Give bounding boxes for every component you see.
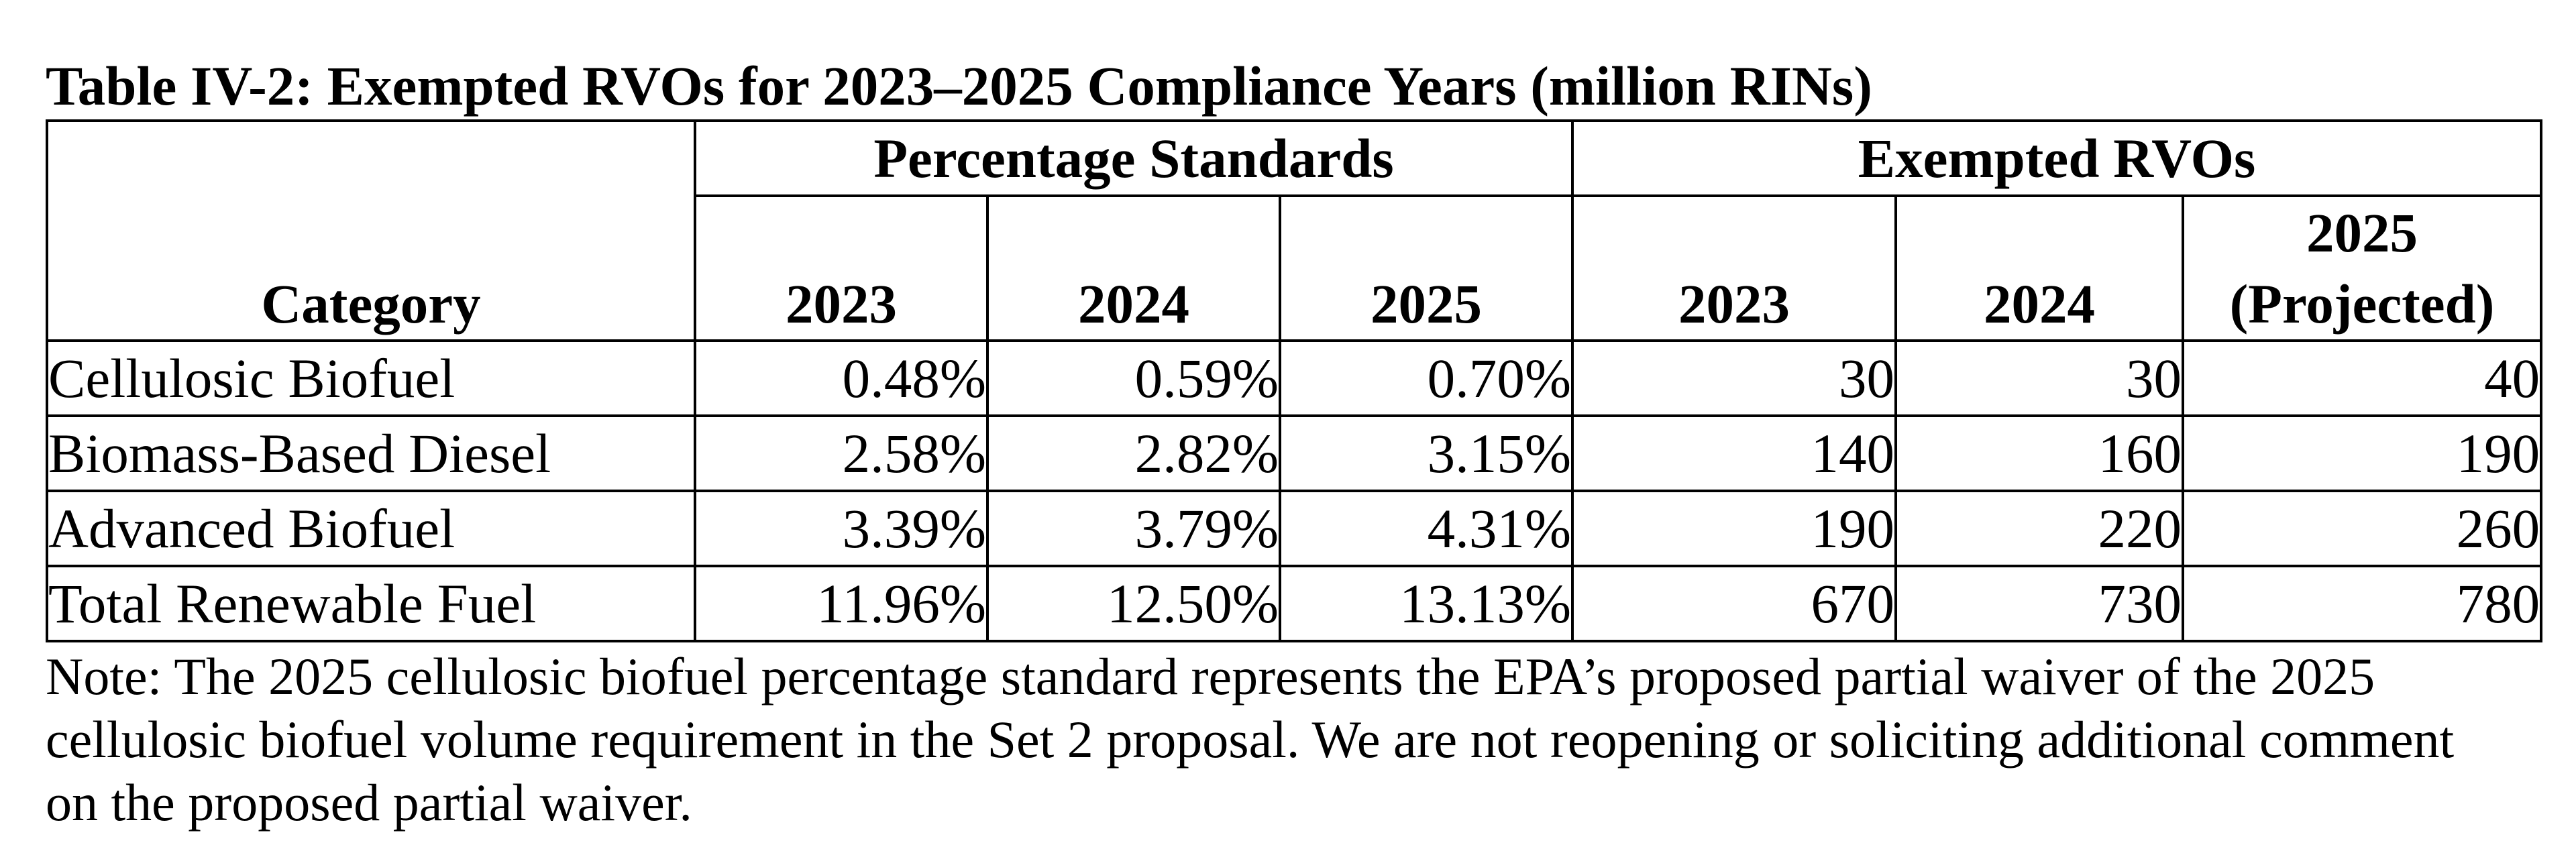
rvo-year-header: 2024 — [1894, 194, 2185, 342]
header-row-years: 2023 2024 2025 2023 2024 2025 (Projected… — [47, 194, 2543, 342]
category-cell: Total Renewable Fuel — [46, 565, 696, 642]
exempted-rvos-header: Exempted RVOs — [1571, 119, 2543, 197]
pct-cell: 3.39% — [694, 490, 989, 567]
rvo-year-projected-header: 2025 (Projected) — [2182, 194, 2543, 342]
header-row-groups: Category Percentage Standards Exempted R… — [46, 119, 2543, 342]
document: Table IV-2: Exempted RVOs for 2023–2025 … — [46, 52, 2543, 834]
category-cell: Advanced Biofuel — [46, 490, 696, 567]
pct-cell: 0.48% — [694, 339, 989, 417]
pct-year-header: 2024 — [986, 194, 1281, 342]
pct-cell: 3.15% — [1278, 414, 1574, 492]
table-row: Advanced Biofuel 3.39% 3.79% 4.31% 190 2… — [46, 490, 2543, 567]
rvo-cell: 670 — [1571, 565, 1898, 642]
pct-year-header: 2023 — [694, 194, 989, 342]
rvo-cell: 190 — [1571, 490, 1898, 567]
table-title: Table IV-2: Exempted RVOs for 2023–2025 … — [46, 55, 1872, 117]
rvo-cell: 30 — [1894, 339, 2185, 417]
note-line: on the proposed partial waiver. — [46, 773, 692, 832]
rvo-cell: 30 — [1571, 339, 1898, 417]
pct-cell: 12.50% — [986, 565, 1281, 642]
pct-cell: 4.31% — [1278, 490, 1574, 567]
category-header: Category — [46, 119, 696, 342]
projected-year-label: 2025 — [2306, 202, 2418, 264]
rvo-cell: 140 — [1571, 414, 1898, 492]
table-row: Cellulosic Biofuel 0.48% 0.59% 0.70% 30 … — [46, 339, 2543, 417]
pct-cell: 2.82% — [986, 414, 1281, 492]
rvo-cell: 40 — [2182, 339, 2543, 417]
note-line: Note: The 2025 cellulosic biofuel percen… — [46, 647, 2375, 705]
rvo-table: Category Percentage Standards Exempted R… — [46, 119, 2543, 642]
rvo-cell: 780 — [2182, 565, 2543, 642]
category-cell: Cellulosic Biofuel — [46, 339, 696, 417]
pct-cell: 13.13% — [1278, 565, 1574, 642]
pct-cell: 0.59% — [986, 339, 1281, 417]
note-line: cellulosic biofuel volume requirement in… — [46, 710, 2455, 769]
category-cell: Biomass-Based Diesel — [46, 414, 696, 492]
pct-year-header: 2025 — [1278, 194, 1574, 342]
rvo-cell: 190 — [2182, 414, 2543, 492]
rvo-cell: 260 — [2182, 490, 2543, 567]
pct-cell: 0.70% — [1278, 339, 1574, 417]
rvo-cell: 160 — [1894, 414, 2185, 492]
rvo-cell: 220 — [1894, 490, 2185, 567]
table-note: Note: The 2025 cellulosic biofuel percen… — [46, 645, 2541, 834]
rvo-year-header: 2023 — [1571, 194, 1898, 342]
rvo-cell: 730 — [1894, 565, 2185, 642]
pct-cell: 11.96% — [694, 565, 989, 642]
pct-cell: 2.58% — [694, 414, 989, 492]
projected-label: (Projected) — [2229, 273, 2495, 335]
percentage-standards-header: Percentage Standards — [693, 119, 1574, 197]
table-row: Biomass-Based Diesel 2.58% 2.82% 3.15% 1… — [46, 414, 2543, 492]
table-row: Total Renewable Fuel 11.96% 12.50% 13.13… — [46, 565, 2543, 642]
pct-cell: 3.79% — [986, 490, 1281, 567]
